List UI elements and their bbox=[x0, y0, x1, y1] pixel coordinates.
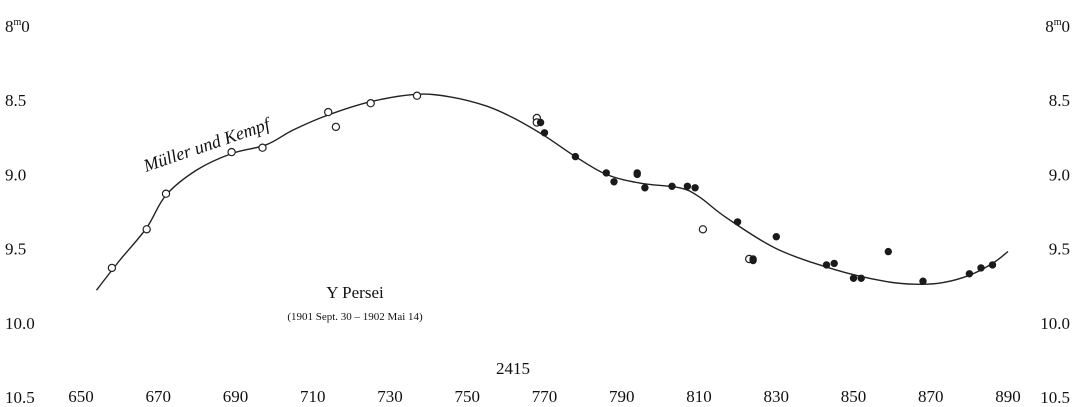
filled-data-point bbox=[691, 184, 699, 192]
y-tick-label-right: 8.5 bbox=[1049, 91, 1070, 110]
x-tick-label: 750 bbox=[455, 387, 481, 406]
filled-data-point bbox=[536, 118, 545, 127]
filled-data-point bbox=[733, 218, 742, 226]
y-tick-label-left: 10.5 bbox=[5, 388, 35, 407]
filled-data-point bbox=[540, 129, 549, 137]
x-tick-label: 770 bbox=[532, 387, 558, 406]
y-tick-label-left: 8.5 bbox=[5, 91, 26, 110]
curve-label: Müller und Kempf bbox=[140, 113, 275, 176]
x-tick-label: 830 bbox=[764, 387, 790, 406]
x-tick-label: 890 bbox=[995, 387, 1021, 406]
open-data-point bbox=[331, 122, 341, 132]
x-tick-label: 810 bbox=[686, 387, 712, 406]
filled-data-point bbox=[822, 261, 831, 269]
filled-data-point bbox=[830, 259, 838, 268]
x-tick-label: 670 bbox=[146, 387, 172, 406]
filled-data-point bbox=[571, 152, 580, 161]
filled-data-point bbox=[988, 261, 997, 269]
open-data-point bbox=[161, 189, 171, 198]
chart-subtitle: (1901 Sept. 30 – 1902 Mai 14) bbox=[287, 311, 423, 323]
y-tick-label-right: 9.0 bbox=[1049, 165, 1070, 184]
filled-data-point bbox=[668, 182, 676, 191]
y-tick-label-left: 9.0 bbox=[5, 165, 26, 184]
filled-data-point bbox=[965, 270, 974, 278]
open-data-point bbox=[698, 225, 708, 234]
filled-data-point bbox=[610, 178, 618, 186]
filled-data-point bbox=[602, 169, 610, 177]
y-tick-label-left: 10.0 bbox=[5, 314, 35, 333]
filled-data-point bbox=[919, 277, 927, 285]
x-tick-label: 850 bbox=[841, 387, 867, 406]
filled-data-point bbox=[749, 256, 757, 265]
x-tick-label: 790 bbox=[609, 387, 635, 406]
y-axis-right: 8m0 8.5 9.0 9.5 10.0 10.5 bbox=[1040, 17, 1070, 407]
y-tick-label-right: 10.0 bbox=[1040, 314, 1070, 333]
open-data-point bbox=[366, 98, 375, 108]
filled-data-point bbox=[633, 170, 641, 179]
x-tick-label: 650 bbox=[68, 387, 94, 406]
x-axis: 650 670 690 710 730 750 770 790 810 830 850 870 890 bbox=[68, 387, 1021, 406]
chart-title: Y Persei bbox=[326, 283, 384, 302]
light-curve bbox=[95, 93, 1009, 291]
x-tick-label: 690 bbox=[223, 387, 249, 406]
filled-data-point bbox=[977, 264, 985, 272]
y-tick-label-right: 10.5 bbox=[1040, 388, 1070, 407]
open-data-point bbox=[324, 107, 333, 117]
open-data-point bbox=[258, 143, 267, 152]
x-tick-label: 870 bbox=[918, 387, 944, 406]
x-tick-label: 730 bbox=[377, 387, 403, 406]
filled-data-point bbox=[772, 233, 780, 241]
filled-data-point bbox=[849, 274, 858, 282]
filled-data-point bbox=[884, 247, 892, 256]
open-data-point bbox=[107, 263, 117, 273]
data-points bbox=[107, 91, 997, 285]
y-tick-label-right: 9.5 bbox=[1049, 240, 1070, 259]
filled-data-point bbox=[641, 184, 649, 192]
y-tick-label-right: 8m0 bbox=[1045, 17, 1070, 36]
open-data-point bbox=[227, 147, 236, 157]
open-data-point bbox=[142, 225, 151, 234]
x-tick-label: 710 bbox=[300, 387, 326, 406]
y-tick-label-left: 8m0 bbox=[5, 17, 30, 36]
filled-data-point bbox=[683, 182, 692, 191]
y-tick-label-left: 9.5 bbox=[5, 240, 26, 259]
x-axis-label: 2415 bbox=[496, 359, 530, 378]
open-data-point bbox=[412, 91, 422, 100]
filled-data-point bbox=[857, 274, 865, 282]
y-axis-left: 8m0 8.5 9.0 9.5 10.0 10.5 bbox=[5, 17, 35, 407]
